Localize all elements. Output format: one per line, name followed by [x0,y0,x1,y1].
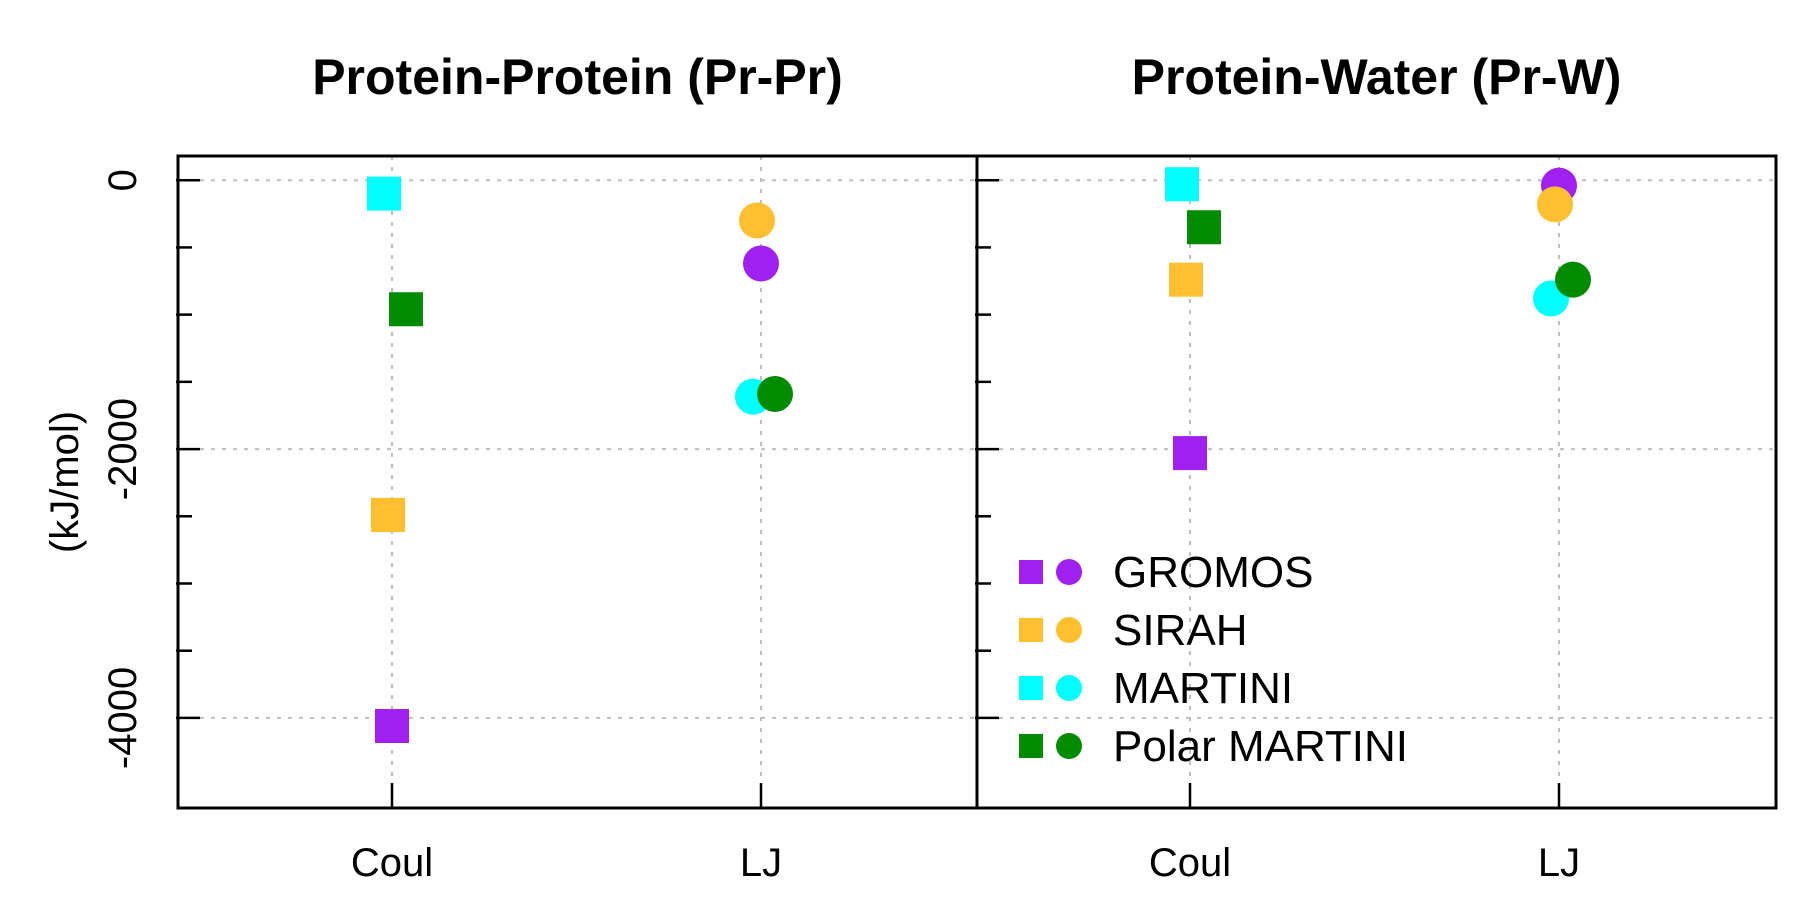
panel-frame [176,154,979,810]
data-point-square [375,708,409,743]
legend-circle-marker [1056,617,1082,643]
y-tick-label: -2000 [101,398,145,500]
data-point-circle [1555,261,1591,298]
legend-circle-marker [1056,733,1082,759]
x-tick-label: Coul [351,841,433,885]
data-point-square [1173,436,1207,471]
legend-circle-marker [1056,675,1082,701]
legend-square-marker [1019,676,1043,700]
data-point-circle [757,375,793,412]
data-point-circle [1537,186,1573,223]
data-point-circle [739,202,775,239]
legend-label: GROMOS [1113,548,1313,597]
legend-circle-marker [1056,559,1082,585]
panel-frame [975,154,1778,810]
data-point-square [1169,262,1203,297]
data-point-square [367,176,401,211]
legend-square-marker [1019,734,1043,758]
panel-title: Protein-Water (Pr-W) [1132,49,1622,105]
legend-label: SIRAH [1113,606,1247,655]
legend-label: Polar MARTINI [1113,722,1408,771]
data-point-square [371,497,405,532]
x-tick-label: Coul [1149,841,1231,885]
data-point-square [1187,210,1221,245]
data-point-circle [743,245,779,282]
legend-square-marker [1019,560,1043,584]
y-axis-label: (kJ/mol) [43,411,87,553]
data-point-square [1165,167,1199,202]
x-tick-label: LJ [740,841,782,885]
legend-square-marker [1019,618,1043,642]
x-tick-label: LJ [1538,841,1580,885]
legend-label: MARTINI [1113,664,1293,713]
panel-title: Protein-Protein (Pr-Pr) [312,49,843,105]
data-point-square [389,292,423,327]
y-tick-label: -4000 [101,667,145,769]
y-tick-label: 0 [101,169,145,191]
